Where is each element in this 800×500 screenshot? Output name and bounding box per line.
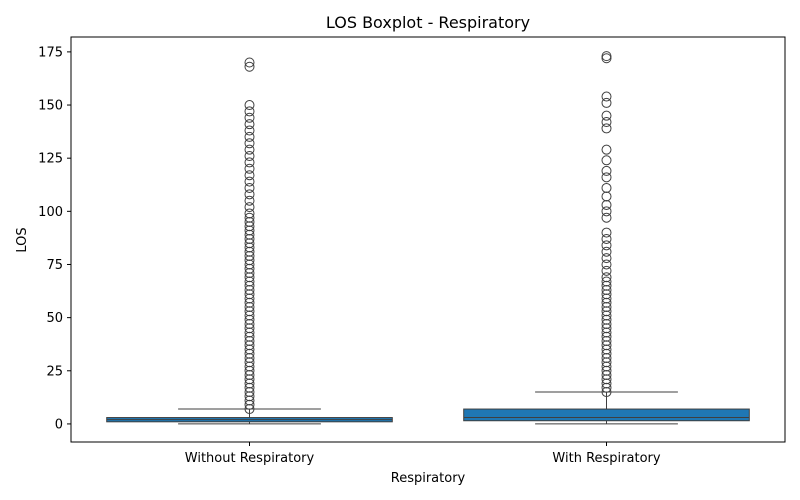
outlier-point <box>601 172 612 183</box>
plot-area <box>70 36 786 443</box>
outlier-point <box>601 91 612 102</box>
outlier-point <box>244 182 255 193</box>
outlier-point <box>601 246 612 257</box>
outlier-point <box>601 212 612 223</box>
outlier-point <box>601 155 612 166</box>
outlier-point <box>244 202 255 213</box>
outlier-point <box>244 176 255 187</box>
chart-title: LOS Boxplot - Respiratory <box>326 13 530 32</box>
outlier-point <box>601 97 612 108</box>
x-tick-label: With Respiratory <box>552 451 660 466</box>
outlier-point <box>244 100 255 111</box>
outlier-point <box>244 131 255 142</box>
outlier-point <box>601 123 612 134</box>
outlier-point <box>601 227 612 238</box>
outlier-point <box>601 272 612 283</box>
boxplot-series <box>106 51 750 425</box>
outlier-point <box>601 265 612 276</box>
outlier-point <box>601 259 612 270</box>
outlier-point <box>244 106 255 117</box>
outlier-point <box>244 57 255 68</box>
box-group <box>463 51 750 425</box>
y-tick-label: 125 <box>38 152 63 167</box>
outlier-point <box>601 110 612 121</box>
outlier-point <box>601 144 612 155</box>
outlier-point <box>601 53 612 64</box>
outlier-point <box>244 125 255 136</box>
y-tick-label: 175 <box>38 45 63 60</box>
outlier-point <box>244 189 255 200</box>
y-tick-label: 100 <box>38 205 63 220</box>
outlier-point <box>244 157 255 168</box>
outlier-point <box>244 195 255 206</box>
x-axis: Without Respiratory With Respiratory <box>185 442 661 466</box>
outlier-point <box>244 138 255 149</box>
outlier-point <box>601 206 612 217</box>
outlier-point <box>601 240 612 251</box>
outlier-point <box>244 212 255 223</box>
box-group <box>106 57 393 425</box>
y-tick-label: 0 <box>55 417 63 432</box>
outlier-point <box>244 170 255 181</box>
outlier-point <box>601 117 612 128</box>
x-axis-label: Respiratory <box>391 471 466 486</box>
outlier-point <box>244 144 255 155</box>
outlier-point <box>244 112 255 123</box>
x-tick-label: Without Respiratory <box>185 451 315 466</box>
outlier-point <box>244 163 255 174</box>
outlier-point <box>601 51 612 62</box>
outlier-point <box>601 276 612 287</box>
outlier-point <box>601 199 612 210</box>
y-tick-label: 150 <box>38 99 63 114</box>
y-axis: 0 25 50 75 100 125 150 175 <box>38 45 71 432</box>
outlier-point <box>601 233 612 244</box>
y-tick-label: 50 <box>46 311 63 326</box>
outlier-point <box>601 191 612 202</box>
outlier-point <box>244 208 255 219</box>
outlier-point <box>601 182 612 193</box>
box <box>463 408 750 422</box>
y-tick-label: 75 <box>46 258 63 273</box>
y-tick-label: 25 <box>46 364 63 379</box>
outlier-point <box>601 165 612 176</box>
outlier-point <box>244 61 255 72</box>
y-axis-label: LOS <box>15 227 30 252</box>
outlier-point <box>244 119 255 130</box>
outlier-point <box>601 253 612 264</box>
outlier-point <box>244 151 255 162</box>
